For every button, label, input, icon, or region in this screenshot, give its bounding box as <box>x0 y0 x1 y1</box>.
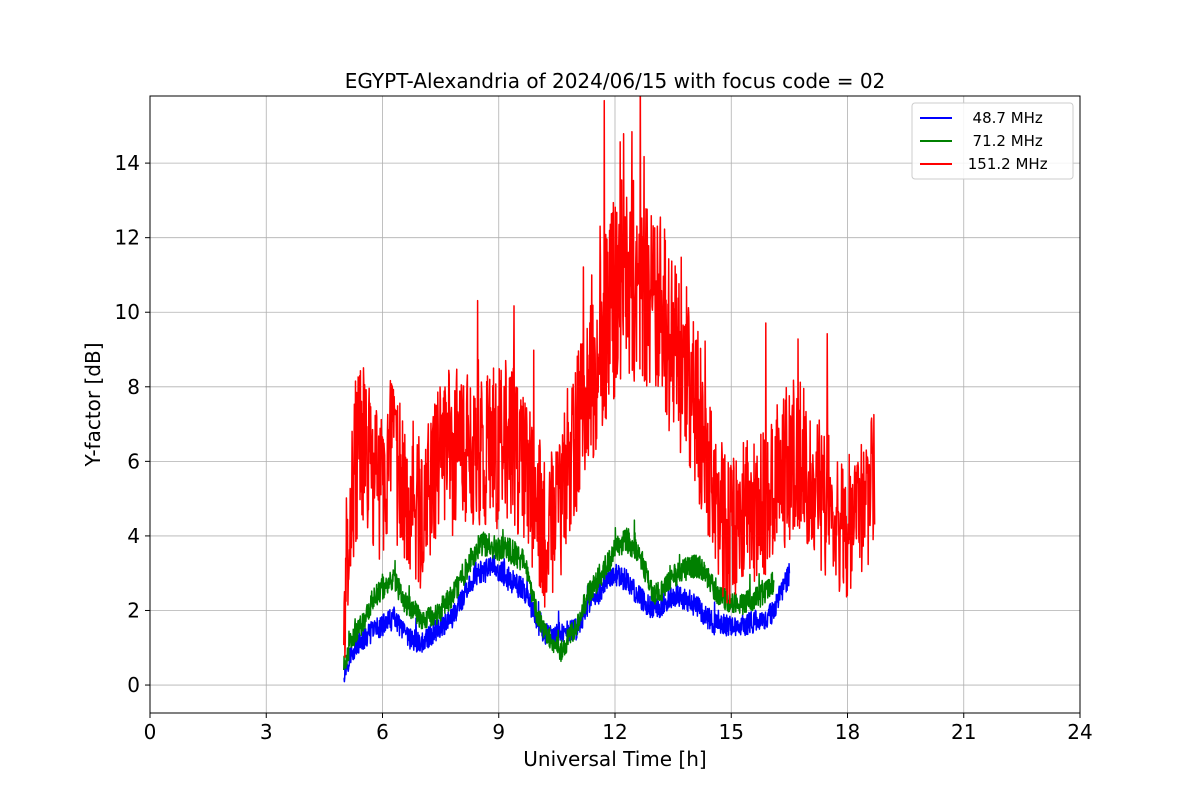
series-line-1 <box>343 519 775 671</box>
y-tick-label: 10 <box>115 300 140 324</box>
y-tick-label: 8 <box>127 375 140 399</box>
x-tick-label: 18 <box>835 720 860 744</box>
y-tick-label: 6 <box>127 449 140 473</box>
y-tick-label: 4 <box>127 524 140 548</box>
y-tick-label: 2 <box>127 598 140 622</box>
legend: 48.7 MHz 71.2 MHz 151.2 MHz <box>911 102 1074 180</box>
series-layer <box>343 96 876 683</box>
x-tick-label: 0 <box>144 720 157 744</box>
x-axis-label: Universal Time [h] <box>523 747 706 771</box>
x-tick-label: 21 <box>951 720 976 744</box>
legend-box <box>911 102 1074 180</box>
chart-title: EGYPT-Alexandria of 2024/06/15 with focu… <box>345 69 886 93</box>
y-tick-label: 0 <box>127 673 140 697</box>
y-tick-label: 14 <box>115 151 140 175</box>
x-tick-label: 9 <box>492 720 505 744</box>
y-tick-label: 12 <box>115 226 140 250</box>
legend-label: 71.2 MHz <box>963 132 1043 150</box>
legend-label: 151.2 MHz <box>963 155 1048 173</box>
series-line-2 <box>343 96 876 658</box>
x-tick-label: 3 <box>260 720 273 744</box>
x-tick-label: 6 <box>376 720 389 744</box>
y-axis-label: Y-factor [dB] <box>81 342 105 467</box>
legend-label: 48.7 MHz <box>963 109 1043 127</box>
x-tick-label: 24 <box>1067 720 1092 744</box>
x-tick-label: 15 <box>719 720 744 744</box>
x-tick-label: 12 <box>602 720 627 744</box>
